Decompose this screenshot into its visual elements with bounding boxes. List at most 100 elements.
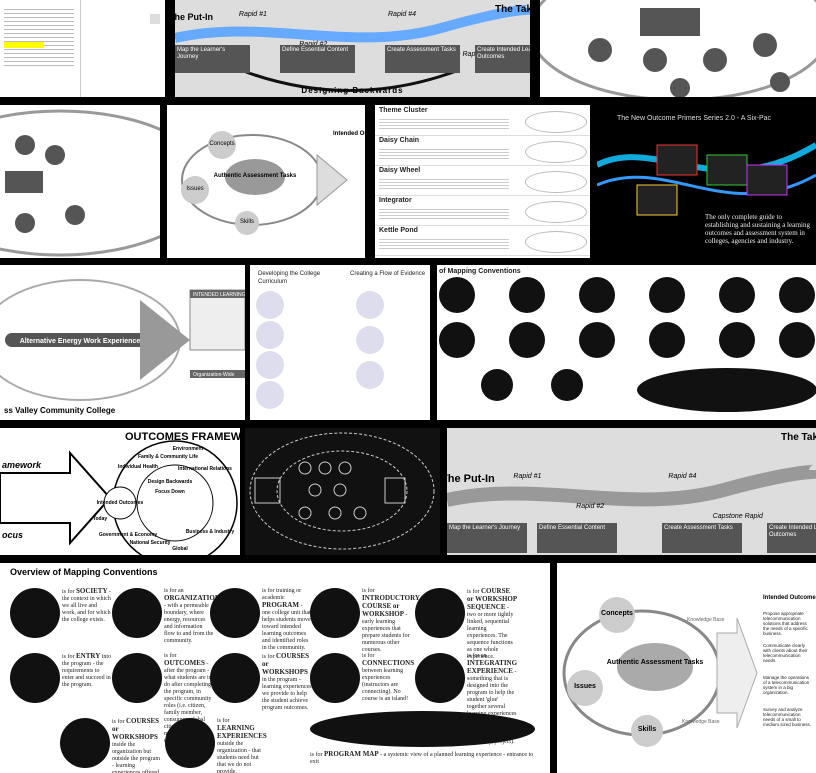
- heading: Developing the College Curriculum: [258, 271, 321, 285]
- primers-thumb[interactable]: The New Outcome Primers Series 2.0 - A S…: [597, 105, 816, 258]
- node-label: Concepts: [209, 141, 234, 147]
- framework-label: Design Backwards: [148, 479, 193, 485]
- box: [5, 171, 43, 193]
- bullet: Propose appropriate telecommunication so…: [763, 611, 808, 636]
- pattern-text: [379, 237, 509, 251]
- ring: [276, 450, 408, 532]
- diagram: Authentic Assessment Tasks Concepts Issu…: [181, 131, 365, 235]
- rapid-label: Rapid #1: [239, 11, 267, 18]
- entry: [254, 477, 281, 504]
- big-arrow: [0, 450, 112, 546]
- diagram-thumb[interactable]: [540, 0, 816, 97]
- thumb-circle: [356, 326, 384, 354]
- lead: is for training or academic: [262, 588, 302, 601]
- lead: is for: [217, 718, 230, 724]
- document-thumb[interactable]: [0, 0, 165, 97]
- outcomes-label: Intended Outcomes: [763, 595, 816, 601]
- circles: [439, 277, 816, 412]
- framework-label: Business & Industry: [186, 529, 235, 535]
- lead: is for: [112, 719, 125, 725]
- lead: is for: [467, 589, 480, 595]
- convention-text: is for COURSES or WORKSHOPS inside the o…: [112, 718, 162, 773]
- diagram: Authentic Assessment Tasks Concepts Issu…: [562, 595, 816, 747]
- program-map: [310, 711, 535, 747]
- curriculum-thumb[interactable]: Developing the College Curriculum Creati…: [250, 265, 430, 420]
- pattern-thumb: [525, 201, 587, 223]
- rapid-label: Capstone Rapid: [713, 513, 764, 520]
- lead: is for: [310, 752, 323, 758]
- symbol: [210, 653, 260, 703]
- thumb-circle: [256, 351, 284, 379]
- node-label: Issues: [186, 186, 203, 192]
- river: [175, 4, 530, 43]
- diagram: [249, 432, 435, 550]
- convention-text: is for an ORGANIZATION - with a permeabl…: [164, 588, 220, 645]
- pattern-thumb: [525, 231, 587, 253]
- step-box: Map the Learner's Journey: [447, 523, 527, 553]
- overview-thumb[interactable]: Overview of Mapping Conventions is for S…: [0, 563, 550, 773]
- heading: OUTCOMES: [164, 659, 205, 667]
- lead: is for: [164, 653, 177, 659]
- body: between learning experiences (instructor…: [362, 668, 409, 702]
- body: - one college unit that helps students m…: [262, 603, 311, 651]
- pattern-name: Integrator: [379, 197, 412, 204]
- heading: ENTRY: [76, 652, 101, 660]
- energy-thumb[interactable]: Alternative Energy Work Experience INTEN…: [0, 265, 245, 420]
- ring: [136, 464, 214, 542]
- body: - early learning experiences that prepar…: [362, 612, 410, 653]
- patterns-thumb[interactable]: Theme Cluster Daisy Chain Daisy Wheel Integ…: [375, 105, 590, 258]
- node: [65, 205, 85, 225]
- arrow: [140, 300, 190, 380]
- convention-text: is for COURSE or WORKSHOP SEQUENCE - two…: [467, 588, 517, 661]
- pattern-text: [379, 147, 509, 161]
- row-rule: [375, 255, 590, 256]
- diagram-thumb[interactable]: [0, 105, 160, 258]
- node: [45, 145, 65, 165]
- node-label: Issues: [574, 683, 596, 690]
- put-in: The Put-In: [447, 473, 495, 485]
- book: [706, 154, 748, 186]
- thumb-circle: [356, 361, 384, 389]
- center-label: Authentic Assessment Tasks: [214, 173, 297, 179]
- pattern-text: [379, 177, 509, 191]
- title: of Mapping Conventions: [439, 268, 521, 275]
- node: [770, 72, 790, 92]
- symbol: [415, 653, 465, 703]
- highlight: [4, 42, 44, 48]
- symbol: [60, 718, 110, 768]
- framework-label: Today: [93, 516, 108, 522]
- heading: PROGRAM: [262, 601, 299, 609]
- body: outside the organization - that students…: [217, 741, 261, 773]
- pattern-text: [379, 117, 509, 131]
- river-thumb[interactable]: The Put-In The Take-Out Rapid #1 Rapid #2 Ra…: [175, 0, 530, 97]
- assessment-thumb[interactable]: Authentic Assessment Tasks Concepts Issu…: [167, 105, 365, 258]
- assessment-thumb[interactable]: Authentic Assessment Tasks Concepts Issu…: [557, 563, 816, 773]
- symbol: [310, 653, 360, 703]
- primers-title: The New Outcome Primers Series 2.0 - A S…: [617, 115, 772, 122]
- dark-map-thumb[interactable]: [245, 428, 440, 555]
- node: [643, 48, 667, 72]
- step-box: Map the Learner's Journey: [175, 45, 250, 73]
- convention-text: is for SOCIETY - the context in which we…: [62, 588, 112, 624]
- convention-text: is for ENTRY into the program - the requ…: [62, 653, 112, 689]
- river-map: The Put-In The Take-Out Rapid #1 Rapid #2 Ra…: [175, 4, 530, 95]
- divider: [80, 0, 81, 97]
- lead: is for: [262, 654, 275, 660]
- lead: is for: [362, 588, 375, 594]
- body: into the program - the requirements to e…: [62, 654, 112, 688]
- book: [656, 144, 698, 176]
- node: [753, 33, 777, 57]
- lead: is for: [362, 653, 375, 659]
- heading: COURSES or WORKSHOPS: [112, 717, 160, 741]
- icon: [150, 14, 160, 24]
- body: - with a permeable boundary, where energ…: [164, 603, 214, 644]
- heading: INTEGRATING EXPERIENCE: [467, 659, 518, 675]
- framework-thumb[interactable]: OUTCOMES FRAMEWORK amework ocus Individu…: [0, 428, 240, 555]
- pattern-thumb: [525, 141, 587, 163]
- title: Overview of Mapping Conventions: [10, 567, 158, 577]
- diagram: OUTCOMES FRAMEWORK amework ocus Individu…: [0, 431, 240, 555]
- conventions-thumb[interactable]: of Mapping Conventions: [437, 265, 816, 420]
- river-thumb[interactable]: The Put-In The Take-Out Rapid #1 Rapid #2 Ra…: [447, 428, 816, 555]
- heading: ORGANIZATION: [164, 594, 220, 602]
